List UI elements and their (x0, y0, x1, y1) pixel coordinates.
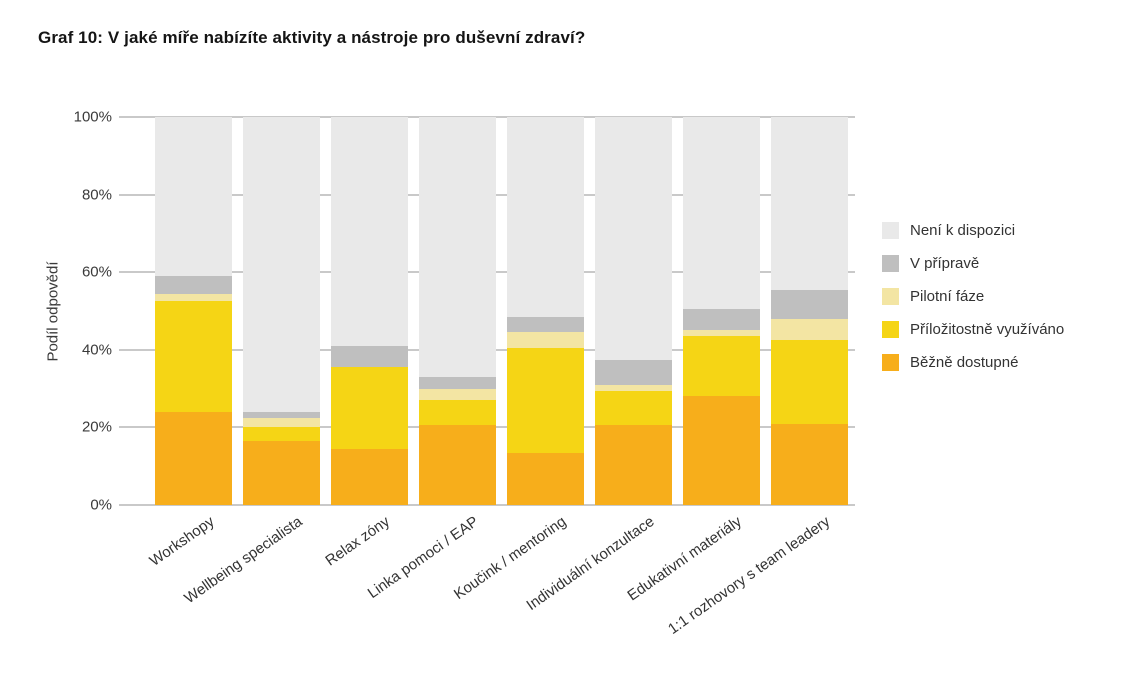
bar-segment (595, 425, 672, 505)
y-tick-label: 0% (90, 496, 112, 514)
legend-label: Není k dispozici (910, 222, 1016, 239)
bar (507, 117, 584, 505)
plot-area (119, 116, 855, 506)
legend: Není k dispozici V přípravě Pilotní fáze Př… (882, 222, 1064, 387)
bar (331, 117, 408, 505)
bar-segment (155, 293, 232, 302)
bar-segment (507, 452, 584, 505)
bar-segment (507, 117, 584, 317)
bar (595, 117, 672, 505)
legend-item: Pilotní fáze (882, 288, 1064, 305)
y-tick-label: 20% (81, 418, 112, 436)
bars-group (128, 117, 855, 505)
legend-label: Pilotní fáze (910, 288, 985, 305)
y-tick-label: 80% (81, 186, 112, 204)
bar (419, 117, 496, 505)
bar-segment (155, 301, 232, 412)
bar-segment (419, 400, 496, 426)
bar-segment (331, 117, 408, 346)
bar-segment (771, 289, 848, 319)
bar-segment (243, 411, 320, 418)
bar-segment (331, 345, 408, 368)
y-axis-ticks: 0% 20% 40% 60% 80% 100% (0, 110, 112, 513)
legend-item: Běžně dostupné (882, 354, 1064, 371)
bar-segment (243, 417, 320, 428)
bar-segment (155, 276, 232, 294)
bar-segment (243, 117, 320, 412)
bar (683, 117, 760, 505)
bar-segment (771, 318, 848, 341)
bar-segment (419, 117, 496, 377)
legend-swatch (882, 288, 899, 305)
bar (771, 117, 848, 505)
legend-label: V přípravě (910, 255, 980, 272)
y-tick-label: 40% (81, 341, 112, 359)
x-axis-label: Workshopy (146, 513, 218, 570)
bar-segment (155, 411, 232, 505)
gridline (119, 504, 855, 506)
bar-segment (683, 330, 760, 337)
bar (155, 117, 232, 505)
bar (243, 117, 320, 505)
bar-segment (595, 359, 672, 385)
bar-segment (595, 390, 672, 426)
bar-segment (683, 336, 760, 397)
x-axis-label: Relax zóny (322, 513, 394, 570)
legend-item: Není k dispozici (882, 222, 1064, 239)
bar-segment (243, 440, 320, 505)
bar-segment (419, 425, 496, 505)
bar-segment (331, 367, 408, 449)
x-axis-label-cell: 1:1 rozhovory s team leadery (665, 513, 848, 693)
legend-swatch (882, 255, 899, 272)
gridline (119, 116, 855, 118)
bar-segment (243, 427, 320, 441)
bar-segment (683, 309, 760, 331)
y-tick-label: 60% (81, 263, 112, 281)
legend-swatch (882, 222, 899, 239)
bar-segment (771, 117, 848, 290)
x-axis-label-cell: Wellbeing specialista (181, 513, 320, 693)
bar-segment (155, 117, 232, 277)
bar-segment (595, 384, 672, 391)
bar-segment (507, 332, 584, 348)
bar-segment (331, 448, 408, 505)
legend-item: Příložitostně využíváno (882, 321, 1064, 338)
legend-swatch (882, 321, 899, 338)
bar-segment (419, 377, 496, 389)
bar-segment (771, 423, 848, 505)
bar-segment (507, 316, 584, 333)
legend-swatch (882, 354, 899, 371)
legend-item: V přípravě (882, 255, 1064, 272)
bar-segment (683, 396, 760, 505)
x-axis-label-cell: Linka pomoci / EAP (364, 513, 496, 693)
chart-title: Graf 10: V jaké míře nabízíte aktivity a… (38, 28, 586, 47)
legend-label: Běžně dostupné (910, 354, 1019, 371)
bar-segment (595, 117, 672, 360)
bar-segment (507, 347, 584, 453)
bar-segment (419, 388, 496, 401)
bar-segment (771, 340, 848, 424)
y-tick-label: 100% (73, 108, 112, 126)
x-axis-label-cell: Relax zóny (323, 513, 408, 693)
x-axis-labels: Workshopy Wellbeing specialista Relax zóny… (128, 513, 855, 693)
bar-segment (683, 117, 760, 310)
legend-label: Příložitostně využíváno (910, 321, 1065, 338)
